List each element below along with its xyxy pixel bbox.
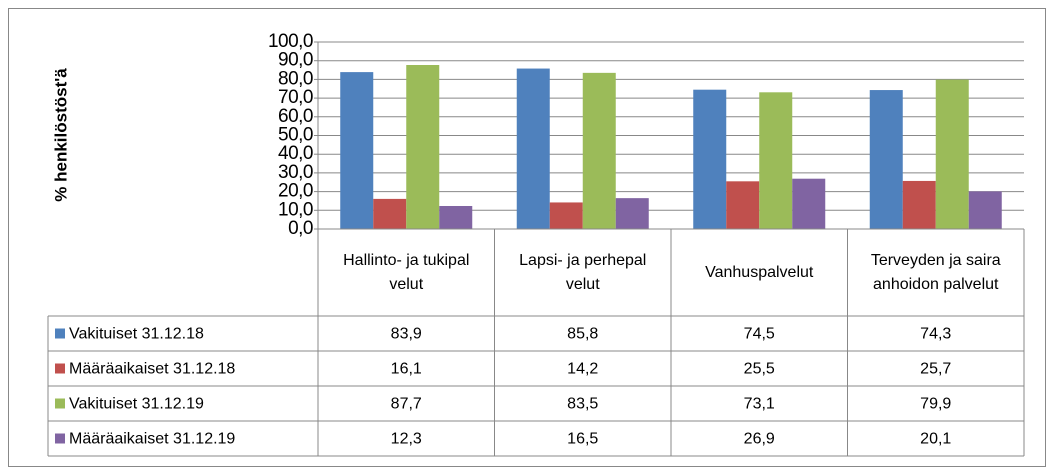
table-value: 25,5 bbox=[744, 361, 775, 378]
legend-label: Vakituiset 31.12.19 bbox=[69, 396, 204, 413]
legend-swatch bbox=[55, 433, 65, 444]
table-value: 74,5 bbox=[744, 326, 775, 343]
y-tick-label: 0,0 bbox=[288, 218, 313, 239]
table-value: 79,9 bbox=[920, 396, 951, 413]
legend-swatch bbox=[55, 363, 65, 374]
bar bbox=[582, 72, 616, 229]
bar bbox=[792, 178, 826, 229]
table-value: 73,1 bbox=[744, 396, 775, 413]
y-tick-label: 50,0 bbox=[278, 125, 313, 146]
bar bbox=[869, 90, 903, 230]
table-value: 14,2 bbox=[567, 361, 598, 378]
legend-label: Vakituiset 31.12.18 bbox=[69, 326, 204, 343]
bar bbox=[340, 72, 374, 230]
legend-swatch bbox=[55, 328, 65, 339]
legend-label: Määräaikaiset 31.12.19 bbox=[69, 431, 235, 448]
bar bbox=[615, 198, 649, 229]
y-tick-label: 70,0 bbox=[278, 87, 313, 108]
y-tick-label: 100,0 bbox=[268, 31, 313, 52]
y-tick-label: 20,0 bbox=[278, 181, 313, 202]
y-tick-label: 80,0 bbox=[278, 68, 313, 89]
table-value: 25,7 bbox=[920, 361, 951, 378]
bar bbox=[373, 198, 407, 229]
y-tick-label: 10,0 bbox=[278, 199, 313, 220]
category-label: Terveyden ja sairaanhoidon palvelut bbox=[870, 251, 1001, 293]
table-value: 16,1 bbox=[391, 361, 422, 378]
table-value: 26,9 bbox=[744, 431, 775, 448]
table-value: 83,9 bbox=[391, 326, 422, 343]
y-tick-label: 60,0 bbox=[278, 106, 313, 127]
bar bbox=[406, 65, 440, 229]
table-value: 74,3 bbox=[920, 326, 951, 343]
table-value: 12,3 bbox=[391, 431, 422, 448]
bar bbox=[902, 180, 936, 229]
y-tick-label: 90,0 bbox=[278, 50, 313, 71]
category-label: Vanhuspalvelut bbox=[705, 263, 814, 281]
table-value: 87,7 bbox=[391, 396, 422, 413]
bar bbox=[693, 89, 727, 229]
bar bbox=[726, 181, 760, 229]
category-label: Hallinto- ja tukipalvelut bbox=[343, 251, 470, 293]
table-value: 83,5 bbox=[567, 396, 598, 413]
table-value: 20,1 bbox=[920, 431, 951, 448]
bar bbox=[549, 202, 583, 229]
table-value: 16,5 bbox=[567, 431, 598, 448]
bar bbox=[439, 205, 473, 229]
y-tick-label: 40,0 bbox=[278, 143, 313, 164]
chart-border bbox=[8, 8, 1046, 467]
bar bbox=[759, 92, 793, 229]
y-tick-label: 30,0 bbox=[278, 162, 313, 183]
y-axis-label: % henkilöstöst'ä bbox=[51, 68, 70, 202]
category-label: Lapsi- ja perhepalvelut bbox=[519, 251, 647, 293]
table-value: 85,8 bbox=[567, 326, 598, 343]
bar bbox=[516, 68, 550, 229]
legend-label: Määräaikaiset 31.12.18 bbox=[69, 361, 235, 378]
bar bbox=[935, 79, 969, 229]
bar bbox=[968, 191, 1002, 229]
legend-swatch bbox=[55, 398, 65, 409]
